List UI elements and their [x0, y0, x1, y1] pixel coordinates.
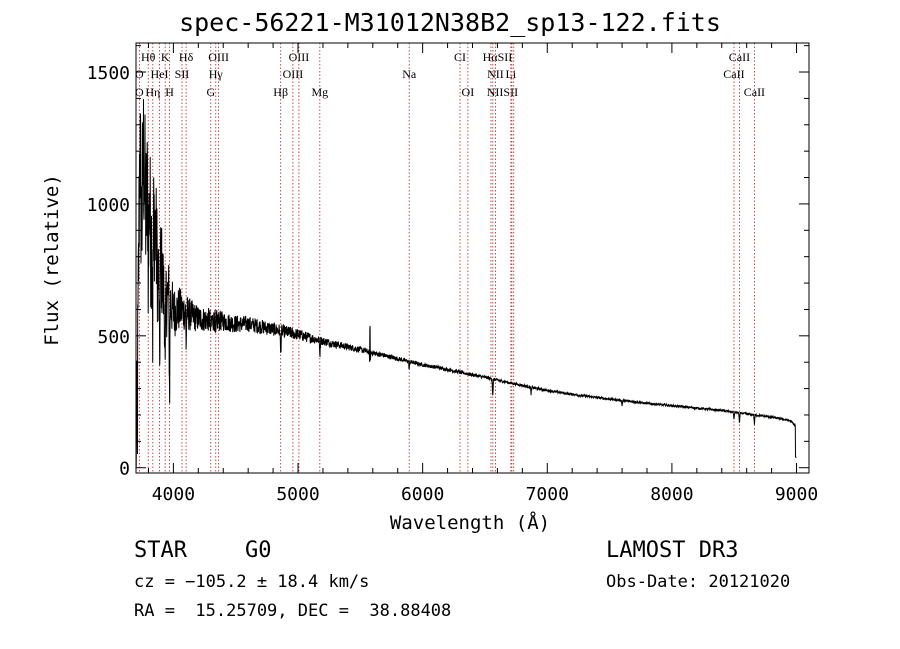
- line-annotation: OIII: [208, 50, 229, 64]
- y-tick-label: 1500: [87, 63, 130, 84]
- line-annotation: Hβ: [273, 85, 288, 99]
- object-class: STAR: [134, 538, 187, 563]
- y-tick-label: 500: [97, 327, 130, 348]
- line-annotation: OIII: [283, 67, 304, 81]
- observation-date: Obs-Date: 20121020: [606, 572, 791, 592]
- line-annotation: CaII: [723, 67, 744, 81]
- line-annotation: G: [206, 85, 215, 99]
- x-tick-label: 8000: [650, 484, 693, 505]
- spectrum-series: [135, 99, 797, 468]
- line-annotation: Hδ: [179, 50, 194, 64]
- x-axis-label: Wavelength (Å): [390, 511, 550, 534]
- line-annotation: O: [135, 67, 144, 81]
- redshift-readout: cz = −105.2 ± 18.4 km/s: [134, 572, 370, 592]
- line-annotation: OIII: [289, 50, 310, 64]
- line-annotation: HeI: [151, 67, 169, 81]
- y-tick-label: 0: [119, 459, 130, 480]
- line-annotation: Mg: [311, 85, 328, 99]
- line-annotation: NII: [487, 67, 504, 81]
- line-annotation: Hγ: [209, 67, 224, 81]
- line-annotation: SII: [175, 67, 190, 81]
- object-subclass: G0: [245, 538, 272, 563]
- line-annotation: Hθ: [141, 50, 156, 64]
- line-annotation: Na: [402, 67, 417, 81]
- line-annotation: NIISII: [487, 85, 518, 99]
- x-tick-label: 9000: [775, 484, 818, 505]
- axes: 4000 5000 6000 7000 8000 9000 0 500 1000 1500: [87, 42, 818, 505]
- line-annotation: H: [165, 85, 174, 99]
- spectrum-line: [135, 99, 797, 468]
- line-annotation: Li: [506, 67, 517, 81]
- line-annotations: Hθ K Hδ OIII OIII CI HαSII CaII O HeI SII Hγ OIII Na N…: [135, 50, 765, 99]
- survey-label: LAMOST DR3: [606, 538, 739, 563]
- x-tick-label: 7000: [526, 484, 569, 505]
- spectrum-chart: 4000 5000 6000 7000 8000 9000 0 500 1000 1500 Hθ K…: [41, 42, 818, 534]
- line-annotation: CI: [454, 50, 466, 64]
- line-annotation: Hη: [145, 85, 160, 99]
- line-annotation: K: [161, 50, 170, 64]
- x-tick-label: 5000: [276, 484, 319, 505]
- line-annotation: CaII: [744, 85, 765, 99]
- line-annotation: HαSII: [483, 50, 513, 64]
- line-annotation: CaII: [729, 50, 750, 64]
- line-markers: [138, 43, 755, 473]
- coordinates-readout: RA = 15.25709, DEC = 38.88408: [134, 601, 452, 621]
- line-annotation: OI: [462, 85, 475, 99]
- y-tick-label: 1000: [87, 195, 130, 216]
- x-tick-label: 4000: [152, 484, 195, 505]
- line-annotation: O: [135, 85, 144, 99]
- chart-title: spec-56221-M31012N38B2_sp13-122.fits: [179, 8, 721, 37]
- y-axis-label: Flux (relative): [41, 174, 63, 346]
- x-tick-label: 6000: [401, 484, 444, 505]
